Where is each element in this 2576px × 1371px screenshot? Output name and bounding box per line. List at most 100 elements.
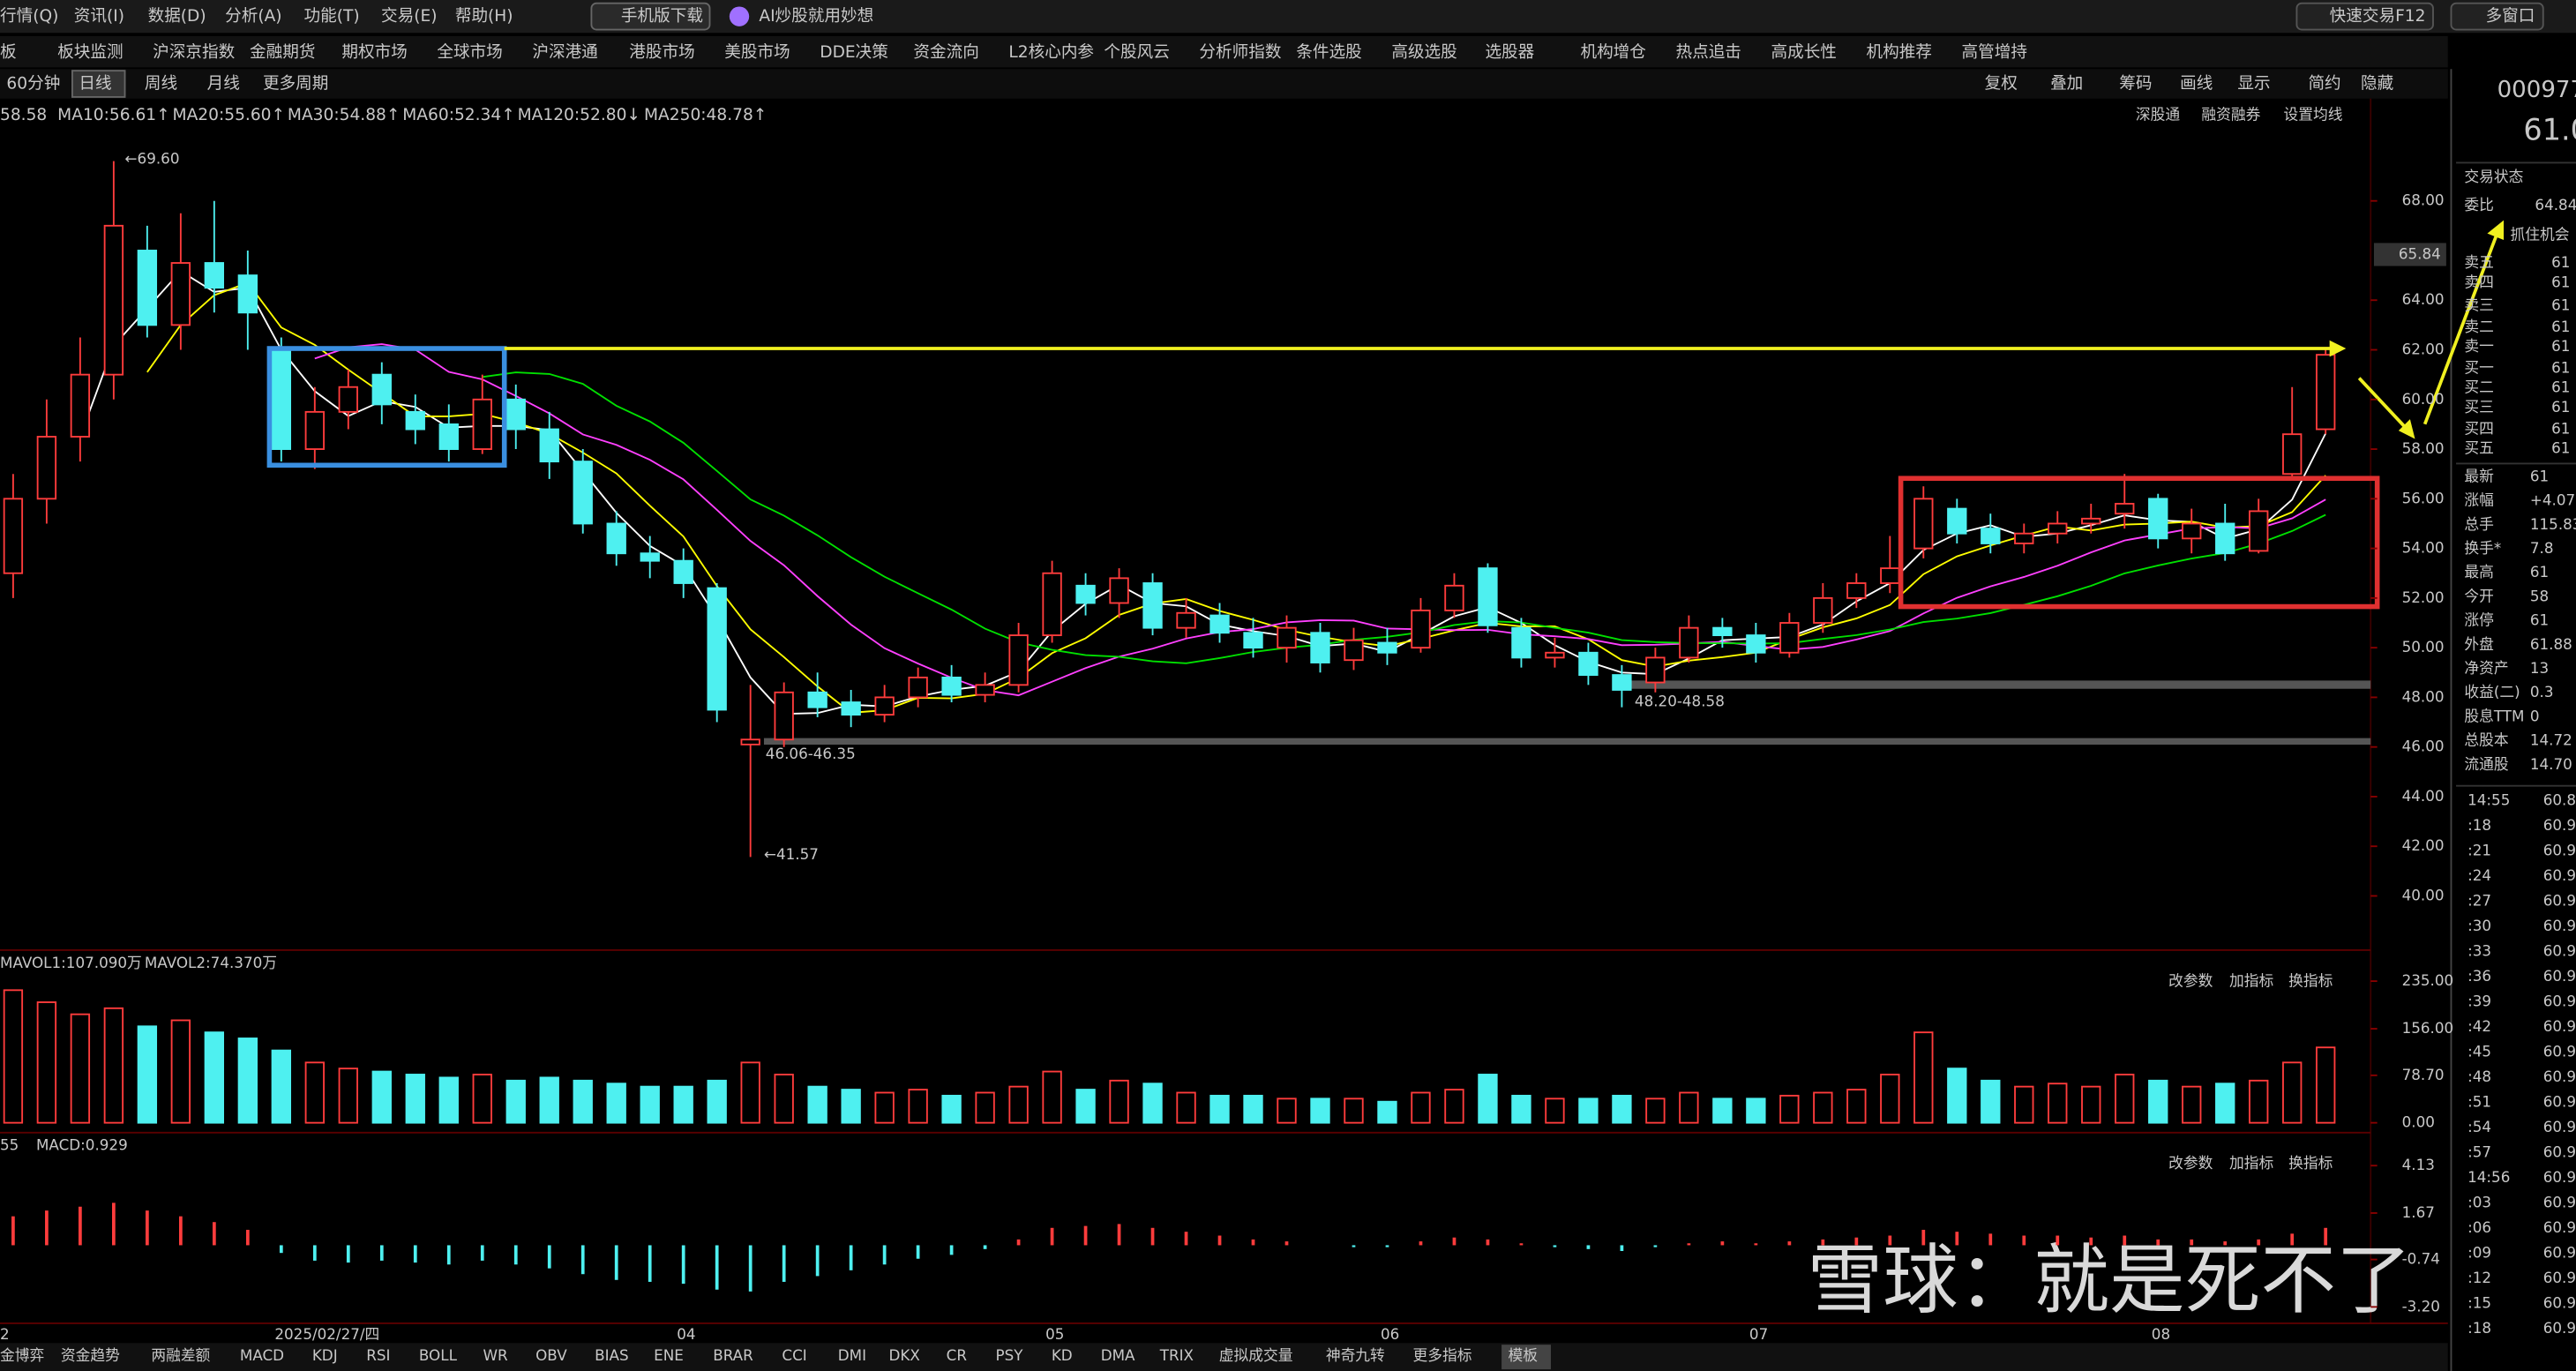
nav-item[interactable]: 港股市场: [629, 43, 694, 62]
menu-item[interactable]: 行情(Q): [0, 7, 58, 26]
toolbar-button[interactable]: 叠加: [2050, 75, 2083, 94]
stat-value: 13: [2530, 659, 2549, 677]
menu-item[interactable]: 功能(T): [304, 7, 360, 26]
tab-active: [1501, 1345, 1551, 1370]
quick-trade-button[interactable]: [2295, 2, 2434, 31]
menu-item[interactable]: 帮助(H): [455, 7, 513, 26]
chart-link[interactable]: 融资融券: [2201, 105, 2260, 123]
trade-time: :57: [2467, 1143, 2491, 1161]
nav-item[interactable]: 全球市场: [437, 43, 502, 62]
indicator-tab[interactable]: 模板: [1509, 1346, 1539, 1364]
menu-item[interactable]: 分析(A): [225, 7, 281, 26]
panel-link[interactable]: 换指标: [2288, 971, 2333, 989]
menu-item[interactable]: 数据(D): [148, 7, 206, 26]
nav-item[interactable]: 热点追击: [1675, 43, 1741, 62]
indicator-tab[interactable]: 两融差额: [151, 1346, 210, 1364]
trade-time: :45: [2467, 1043, 2491, 1060]
promo-text[interactable]: 手机版下载: [621, 7, 703, 26]
nav-item[interactable]: 美股市场: [724, 43, 790, 62]
period-tab[interactable]: 更多周期: [263, 75, 328, 94]
indicator-tab[interactable]: CCI: [782, 1346, 806, 1364]
nav-item[interactable]: 资金流向: [913, 43, 978, 62]
nav-item[interactable]: 分析师指数: [1199, 43, 1281, 62]
indicator-tab[interactable]: DKX: [888, 1346, 919, 1364]
hint-link[interactable]: 抓住机会: [2511, 225, 2570, 243]
nav-item[interactable]: 机构推荐: [1867, 43, 1932, 62]
indicator-tab[interactable]: OBV: [535, 1346, 567, 1364]
toolbar-button[interactable]: 隐藏: [2361, 75, 2393, 94]
period-tab[interactable]: 周线: [145, 75, 177, 94]
indicator-tab[interactable]: WR: [483, 1346, 509, 1364]
stock-code: 000977: [2497, 77, 2576, 103]
trade-price: 60.9: [2543, 1143, 2576, 1161]
indicator-tab[interactable]: BRAR: [713, 1346, 753, 1364]
indicator-tab[interactable]: BIAS: [595, 1346, 629, 1364]
panel-link[interactable]: 改参数: [2168, 971, 2213, 989]
indicator-tab[interactable]: CR: [947, 1346, 968, 1364]
nav-item[interactable]: 选股器: [1485, 43, 1534, 62]
trade-price: 60.9: [2543, 891, 2576, 909]
nav-item[interactable]: 沪深京指数: [153, 43, 235, 62]
nav-item[interactable]: 高成长性: [1771, 43, 1837, 62]
volume-bar: [1444, 1089, 1464, 1124]
book-price: 61: [2551, 273, 2570, 290]
multi-window-text[interactable]: 多窗口: [2486, 7, 2535, 26]
trade-price: 60.9: [2543, 1294, 2576, 1312]
volume-bar: [3, 989, 24, 1124]
indicator-tab[interactable]: 更多指标: [1413, 1346, 1472, 1364]
nav-item[interactable]: 高管增持: [1962, 43, 2027, 62]
period-tab[interactable]: 月线: [207, 75, 240, 94]
indicator-tab[interactable]: BOLL: [419, 1346, 458, 1364]
nav-item[interactable]: 条件选股: [1296, 43, 1361, 62]
indicator-tab[interactable]: 资金趋势: [61, 1346, 120, 1364]
nav-item[interactable]: 机构增仓: [1580, 43, 1646, 62]
nav-item[interactable]: 沪深港通: [532, 43, 598, 62]
toolbar-button[interactable]: 筹码: [2119, 75, 2152, 94]
nav-item[interactable]: 金融期货: [250, 43, 315, 62]
nav-item[interactable]: 个股风云: [1104, 43, 1169, 62]
indicator-tab[interactable]: 虚拟成交量: [1219, 1346, 1293, 1364]
menu-item[interactable]: 资讯(I): [74, 7, 124, 26]
nav-item[interactable]: 高级选股: [1391, 43, 1456, 62]
indicator-tab[interactable]: 金博弈: [0, 1346, 44, 1364]
panel-link[interactable]: 加指标: [2229, 1154, 2273, 1172]
chart-link[interactable]: 设置均线: [2284, 105, 2343, 123]
period-tab[interactable]: 60分钟: [6, 75, 60, 94]
nav-item[interactable]: 板块监测: [57, 43, 123, 62]
toolbar-button[interactable]: 画线: [2180, 75, 2213, 94]
panel-link[interactable]: 加指标: [2229, 971, 2273, 989]
nav-item[interactable]: 板: [0, 43, 17, 62]
menu-item[interactable]: 交易(E): [381, 7, 437, 26]
toolbar-button[interactable]: 显示: [2237, 75, 2270, 94]
ma-legend: MA250:48.78↑: [644, 106, 767, 124]
candle-body: [304, 410, 325, 450]
toolbar-button[interactable]: 简约: [2308, 75, 2340, 94]
period-tab[interactable]: 日线: [79, 75, 111, 94]
nav-item[interactable]: 期权市场: [341, 43, 407, 62]
panel-link[interactable]: 改参数: [2168, 1154, 2213, 1172]
promo-button[interactable]: [590, 2, 711, 31]
panel-link[interactable]: 换指标: [2288, 1154, 2333, 1172]
indicator-tab[interactable]: KD: [1052, 1346, 1073, 1364]
volume-bar: [1277, 1098, 1297, 1124]
candle-body: [941, 676, 962, 696]
indicator-tab[interactable]: TRIX: [1159, 1346, 1194, 1364]
book-label: 买二: [2464, 378, 2494, 396]
indicator-tab[interactable]: RSI: [366, 1346, 390, 1364]
indicator-tab[interactable]: 神奇九转: [1326, 1346, 1385, 1364]
nav-item[interactable]: DDE决策: [820, 43, 888, 62]
nav-item[interactable]: L2核心内参: [1008, 43, 1094, 62]
indicator-tab[interactable]: KDJ: [312, 1346, 338, 1364]
y-tick-label: 58.00: [2402, 439, 2445, 457]
candle-body: [975, 684, 995, 696]
toolbar-button[interactable]: 复权: [1985, 75, 2018, 94]
indicator-tab[interactable]: DMI: [838, 1346, 866, 1364]
indicator-tab[interactable]: DMA: [1101, 1346, 1135, 1364]
indicator-tab[interactable]: ENE: [654, 1346, 684, 1364]
chart-link[interactable]: 深股通: [2136, 105, 2180, 123]
indicator-tab[interactable]: PSY: [996, 1346, 1024, 1364]
quick-trade-text[interactable]: 快速交易F12: [2330, 7, 2426, 26]
multi-window-button[interactable]: [2450, 2, 2544, 31]
promo-text[interactable]: AI炒股就用妙想: [759, 7, 873, 26]
indicator-tab[interactable]: MACD: [240, 1346, 284, 1364]
